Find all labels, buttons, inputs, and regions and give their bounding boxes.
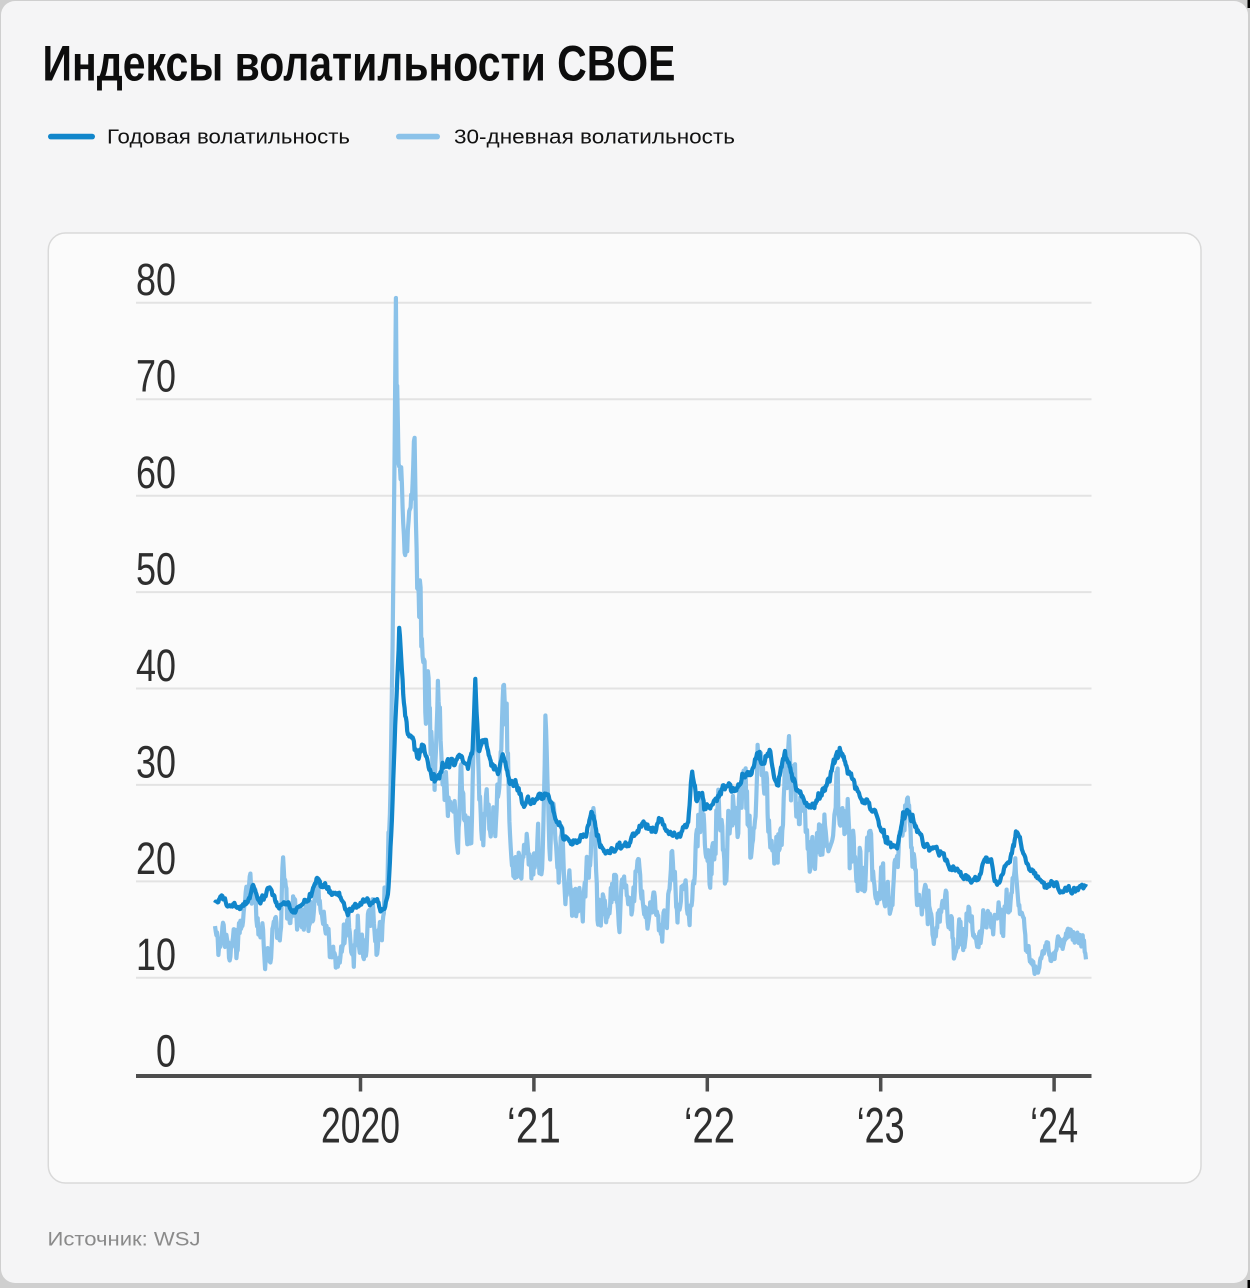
svg-text:Годовая волатильность: Годовая волатильность [107,126,350,149]
svg-text:2020: 2020 [321,1097,400,1154]
svg-text:60: 60 [136,447,176,498]
svg-text:10: 10 [136,929,176,980]
svg-text:80: 80 [136,254,176,305]
svg-text:30: 30 [136,736,176,787]
svg-text:‘21: ‘21 [507,1097,561,1154]
svg-text:‘23: ‘23 [857,1097,905,1154]
svg-text:Источник: WSJ: Источник: WSJ [48,1230,201,1251]
svg-text:20: 20 [136,833,176,884]
svg-text:‘24: ‘24 [1030,1097,1078,1154]
svg-text:50: 50 [136,544,176,595]
svg-text:40: 40 [136,640,176,691]
svg-text:0: 0 [156,1026,176,1077]
svg-text:30-дневная волатильность: 30-дневная волатильность [454,126,735,149]
svg-text:Индексы волатильности CBOE: Индексы волатильности CBOE [43,35,676,92]
svg-text:70: 70 [136,351,176,402]
svg-text:‘22: ‘22 [684,1097,735,1154]
